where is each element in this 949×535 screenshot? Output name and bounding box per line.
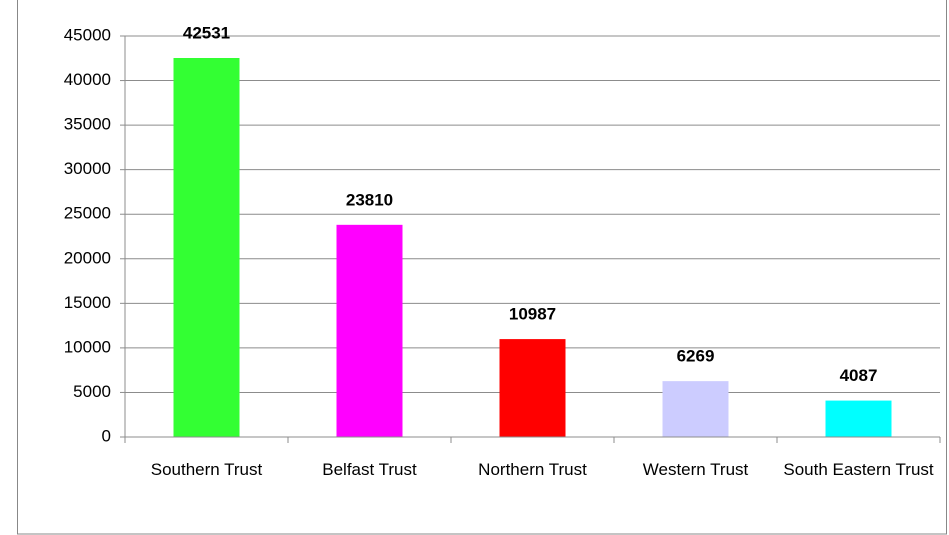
y-tick-label: 20000 [64, 248, 111, 267]
data-label: 4087 [840, 366, 878, 385]
bar [825, 400, 892, 437]
bar [499, 339, 566, 437]
y-tick-label: 30000 [64, 159, 111, 178]
y-tick-label: 15000 [64, 293, 111, 312]
bar [336, 224, 403, 437]
x-tick-label: Belfast Trust [322, 460, 417, 479]
y-tick-label: 25000 [64, 204, 111, 223]
bar [173, 58, 240, 438]
data-label: 6269 [677, 347, 715, 366]
x-tick-label: Western Trust [642, 460, 749, 479]
x-tick-label: South Eastern Trust [783, 460, 934, 479]
chart-frame [17, 0, 947, 535]
y-tick-label: 40000 [64, 70, 111, 89]
y-tick-label: 45000 [64, 25, 111, 44]
x-tick-label: Northern Trust [478, 460, 587, 479]
data-label: 42531 [183, 23, 230, 42]
data-label: 10987 [509, 305, 556, 324]
y-tick-label: 35000 [64, 115, 111, 134]
y-tick-label: 5000 [73, 382, 111, 401]
bar [662, 381, 729, 437]
y-tick-label: 0 [102, 426, 111, 445]
data-label: 23810 [346, 190, 393, 209]
x-tick-label: Southern Trust [150, 460, 263, 479]
y-tick-label: 10000 [64, 337, 111, 356]
